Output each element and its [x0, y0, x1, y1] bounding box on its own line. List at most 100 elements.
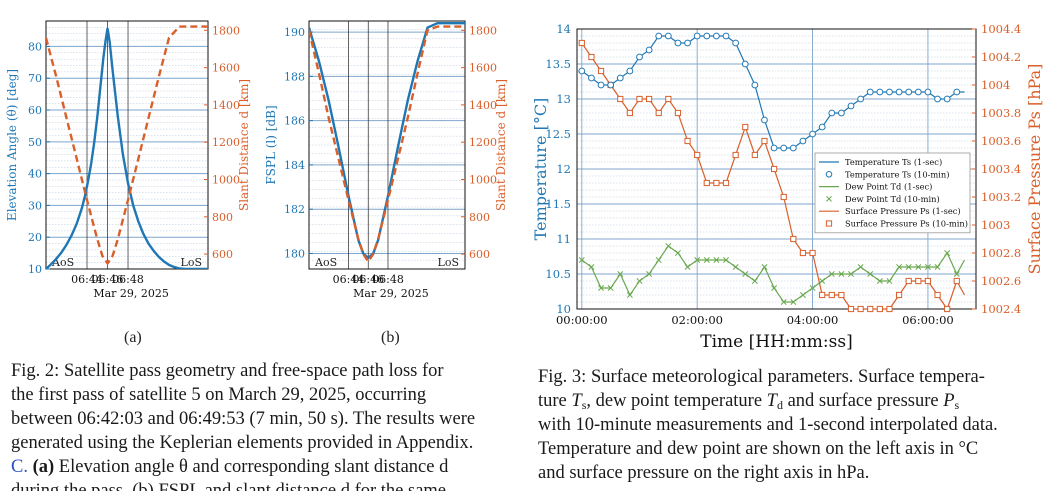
- dew-point-marker: [703, 257, 710, 263]
- right-tick-label: 1003.6: [981, 134, 1021, 148]
- fig3-caption-line2: ture Ts, dew point temperature Td and su…: [538, 389, 959, 417]
- los-label: LoS: [181, 256, 202, 269]
- dew-point-marker: [626, 292, 633, 298]
- dew-point-marker: [588, 264, 595, 270]
- right-axis-label: Slant Distance d [km]: [237, 79, 251, 211]
- fig3-caption-text: , dew point temperature: [586, 391, 763, 411]
- temperature-marker: [847, 102, 855, 110]
- x-tick-label: 06:46: [352, 273, 384, 286]
- right-tick-label: 1600: [469, 62, 497, 75]
- fig3-caption-text: and surface pressure: [787, 391, 939, 411]
- temperature-marker: [905, 88, 913, 96]
- temperature-line: [581, 35, 965, 149]
- dew-point-marker: [819, 278, 826, 284]
- dew-point-marker: [809, 285, 816, 291]
- pressure-marker: [751, 151, 758, 159]
- right-tick-label: 600: [469, 248, 490, 261]
- pressure-marker: [761, 137, 768, 145]
- left-tick-label: 11: [556, 232, 571, 246]
- pressure-marker: [626, 109, 633, 117]
- left-tick-label: 50: [28, 136, 42, 149]
- temperature-marker: [588, 74, 595, 82]
- x-tick-label: 06:00:00: [902, 313, 954, 327]
- legend-label: Surface Pressure Ps (1-sec): [845, 206, 961, 216]
- panel-a-label: (a): [124, 329, 142, 346]
- right-tick-label: 1002.8: [981, 246, 1021, 260]
- left-tick-label: 188: [284, 70, 305, 83]
- left-axis-label: Temperature [°C]: [531, 98, 550, 241]
- pressure-marker: [694, 151, 701, 159]
- right-tick-label: 1200: [469, 136, 497, 149]
- temperature-marker: [741, 60, 749, 68]
- pressure-marker: [924, 277, 932, 285]
- pressure-marker: [588, 53, 595, 61]
- right-tick-label: 1400: [469, 99, 497, 112]
- dew-point-marker: [953, 271, 960, 277]
- dew-point-marker: [732, 264, 739, 270]
- left-tick-label: 12: [556, 162, 571, 176]
- temperature-marker: [693, 32, 701, 40]
- fig2-caption-line6: during the pass. (b) FSPL and slant dist…: [11, 481, 447, 491]
- temperature-marker: [876, 88, 884, 96]
- temperature-marker: [886, 88, 893, 96]
- temperature-marker: [895, 88, 903, 96]
- plot-frame: [308, 20, 466, 270]
- fig3-caption-line5: and surface pressure on the right axis i…: [538, 463, 870, 483]
- pressure-marker: [819, 291, 826, 299]
- left-tick-label: 70: [28, 72, 42, 85]
- right-tick-label: 800: [469, 211, 490, 224]
- left-tick-label: 11.5: [545, 197, 571, 211]
- dew-point-marker: [780, 299, 787, 305]
- pressure-marker: [607, 81, 614, 89]
- figure2a-chart: 10 20 30 40 50 60 70 80 600 800 1000 1200 1400 1600 18…: [5, 20, 251, 300]
- dew-point-marker: [905, 264, 912, 270]
- temperature-marker: [934, 95, 941, 103]
- x-tick-label: 06:44: [71, 273, 103, 286]
- dew-point-marker: [742, 271, 749, 277]
- pressure-marker: [684, 137, 691, 145]
- temperature-marker: [789, 144, 797, 152]
- subscript-s: s: [581, 398, 587, 412]
- dew-point-marker: [934, 264, 941, 270]
- figure3-chart: 10 10.5 11 11.5 12 12.5 13 13.5 14 1002.4 1002.6 10…: [531, 22, 1044, 352]
- left-axis-label: FSPL (l) [dB]: [264, 105, 278, 184]
- dew-point-marker: [617, 271, 624, 277]
- temperature-marker: [578, 67, 586, 75]
- right-tick-label: 1004.4: [981, 22, 1021, 36]
- dew-point-marker: [578, 257, 585, 263]
- dew-point-marker: [790, 299, 797, 305]
- temperature-marker: [703, 32, 711, 40]
- dew-point-marker: [694, 257, 701, 263]
- right-tick-label: 1002.6: [981, 274, 1021, 288]
- pressure-marker: [790, 235, 797, 243]
- x-tick-label: 06:44: [333, 273, 365, 286]
- dew-point-marker: [665, 243, 672, 249]
- pressure-marker: [886, 305, 893, 313]
- dew-point-marker: [838, 271, 845, 277]
- pressure-marker: [895, 291, 903, 299]
- legend-circle-swatch: [825, 171, 833, 178]
- right-tick-label: 1000: [212, 173, 240, 186]
- appendix-link[interactable]: C.: [11, 457, 28, 477]
- dew-point-marker: [655, 257, 662, 263]
- left-tick-label: 182: [284, 203, 305, 216]
- legend-box: [814, 152, 971, 234]
- left-tick-label: 10: [556, 302, 571, 316]
- right-tick-label: 1800: [469, 24, 497, 37]
- fig2-caption-line5-text: Elevation angle θ and corresponding slan…: [58, 457, 449, 477]
- x-tick-label: 02:00:00: [671, 313, 723, 327]
- x-tick-label: 06:48: [112, 273, 144, 286]
- dew-point-marker: [944, 250, 951, 256]
- dew-point-marker: [828, 271, 835, 277]
- fig3-caption-line4: Temperature and dew point are shown on t…: [538, 439, 979, 459]
- subscript-s: s: [954, 398, 960, 412]
- temperature-marker: [828, 109, 836, 117]
- right-tick-label: 1003.2: [981, 190, 1021, 204]
- left-tick-label: 10.5: [545, 267, 571, 281]
- temperature-marker: [597, 81, 605, 89]
- temperature-marker: [943, 95, 951, 103]
- left-tick-label: 184: [284, 159, 305, 172]
- pressure-marker: [828, 291, 835, 299]
- pressure-marker: [665, 95, 672, 103]
- dew-point-marker: [876, 278, 883, 284]
